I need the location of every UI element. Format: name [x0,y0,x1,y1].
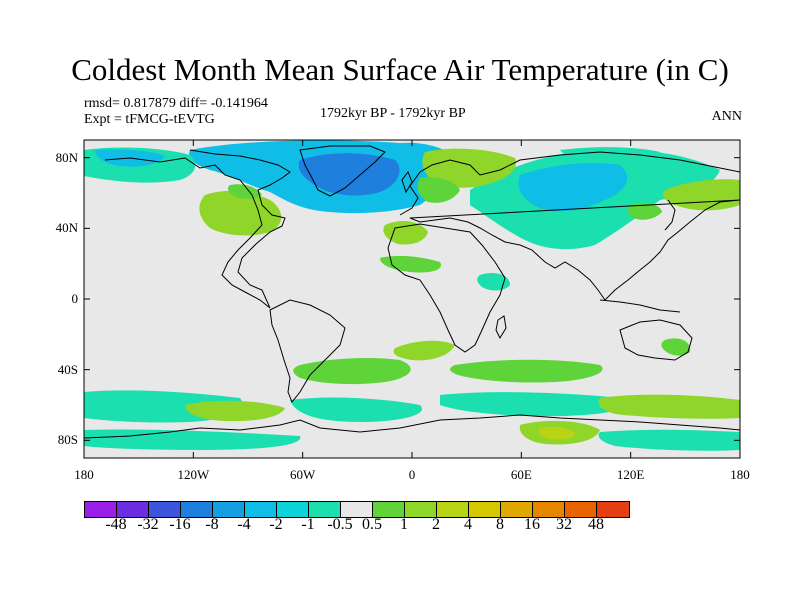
lat-tick-label: 80N [55,149,78,165]
period-label: 1792kyr BP - 1792kyr BP [320,106,466,121]
colorbar-label: -2 [269,516,283,533]
colorbar-swatch [405,502,437,517]
coastline [104,149,291,309]
colorbar-label: -1 [301,516,315,533]
lon-tick-label: 180 [74,467,94,482]
map-ticks [83,140,741,458]
coastline [399,151,740,216]
colorbar-swatch [149,502,181,517]
colorbar-swatch [245,502,277,517]
colorbar-label: 0.5 [362,516,382,533]
colorbar-label: -0.5 [327,516,353,533]
colorbar-label: 1 [400,516,408,533]
colorbar-label: 4 [464,516,472,533]
colorbar-label: -8 [205,516,219,533]
colorbar-swatch [181,502,213,517]
anomaly-region [293,357,411,385]
anomaly-region [450,359,603,383]
coastline [495,315,507,340]
colorbar-swatch [373,502,405,517]
anomaly-region [290,397,422,422]
lat-tick-label: 40N [55,220,78,236]
lon-tick-label: 60E [510,467,532,482]
colorbar-swatch [565,502,597,517]
anomaly-region [554,228,589,249]
anomaly-region [298,153,400,196]
coastline [599,299,681,313]
coastline [387,223,506,353]
lon-tick-label: 0 [408,467,416,482]
lat-tick-label: 80S [57,432,78,448]
colorbar-swatch [501,502,533,517]
anomaly-region [380,255,441,273]
coastline [619,319,693,361]
coastline [269,299,346,403]
lon-tick-label: 120W [177,467,210,482]
coastlines [84,145,740,439]
coastline [409,199,740,301]
colorbar-swatch [597,502,629,517]
colorbar-swatch [85,502,117,517]
anomaly-region [227,184,262,199]
coastline [84,414,740,439]
colorbar-label: -4 [237,516,251,533]
anomaly-region [560,147,660,162]
anomaly-region [663,179,740,211]
anomaly-region [598,394,740,419]
colorbar-label: 8 [496,516,504,533]
colorbar-label: 16 [524,516,540,533]
anomaly-region [627,202,662,220]
colorbar-label: 32 [556,516,572,533]
colorbar [84,501,630,518]
colorbar-swatch [469,502,501,517]
anomaly-region [477,273,510,291]
anomaly-region [393,340,455,361]
anomaly-region [383,220,428,245]
experiment-label: Expt = tFMCG-tEVTG [84,112,215,127]
coastline [401,170,413,194]
anomaly-region [422,148,516,188]
anomaly-region [661,338,691,356]
colorbar-swatch [277,502,309,517]
colorbar-swatch [533,502,565,517]
lon-tick-label: 120E [616,467,645,482]
colorbar-swatch [309,502,341,517]
stats-label: rmsd= 0.817879 diff= -0.141964 [84,96,268,111]
lon-tick-label: 60W [290,467,316,482]
anomaly-region [185,400,285,422]
anomaly-region [440,392,627,417]
colorbar-label: -48 [105,516,127,533]
colorbar-label: 48 [588,516,604,533]
colorbar-label: -32 [137,516,159,533]
colorbar-swatch [117,502,149,517]
colorbar-swatch [341,502,373,517]
colorbar-swatch [213,502,245,517]
lat-tick-label: 40S [57,361,78,377]
lat-tick-label: 0 [71,291,79,306]
anomaly-region [538,426,576,440]
colorbar-swatch [437,502,469,517]
colorbar-label: -16 [169,516,191,533]
coastline [299,145,386,197]
anomaly-region [417,177,460,203]
anomaly-region [84,429,301,450]
coastline [664,199,676,231]
season-label: ANN [711,109,742,124]
colorbar-label: 2 [432,516,440,533]
lon-tick-label: 180 [730,467,750,482]
map-title: Coldest Month Mean Surface Air Temperatu… [71,52,729,87]
anomaly-region [598,429,740,451]
anomaly-field [84,140,740,451]
anomaly-region [518,163,628,212]
